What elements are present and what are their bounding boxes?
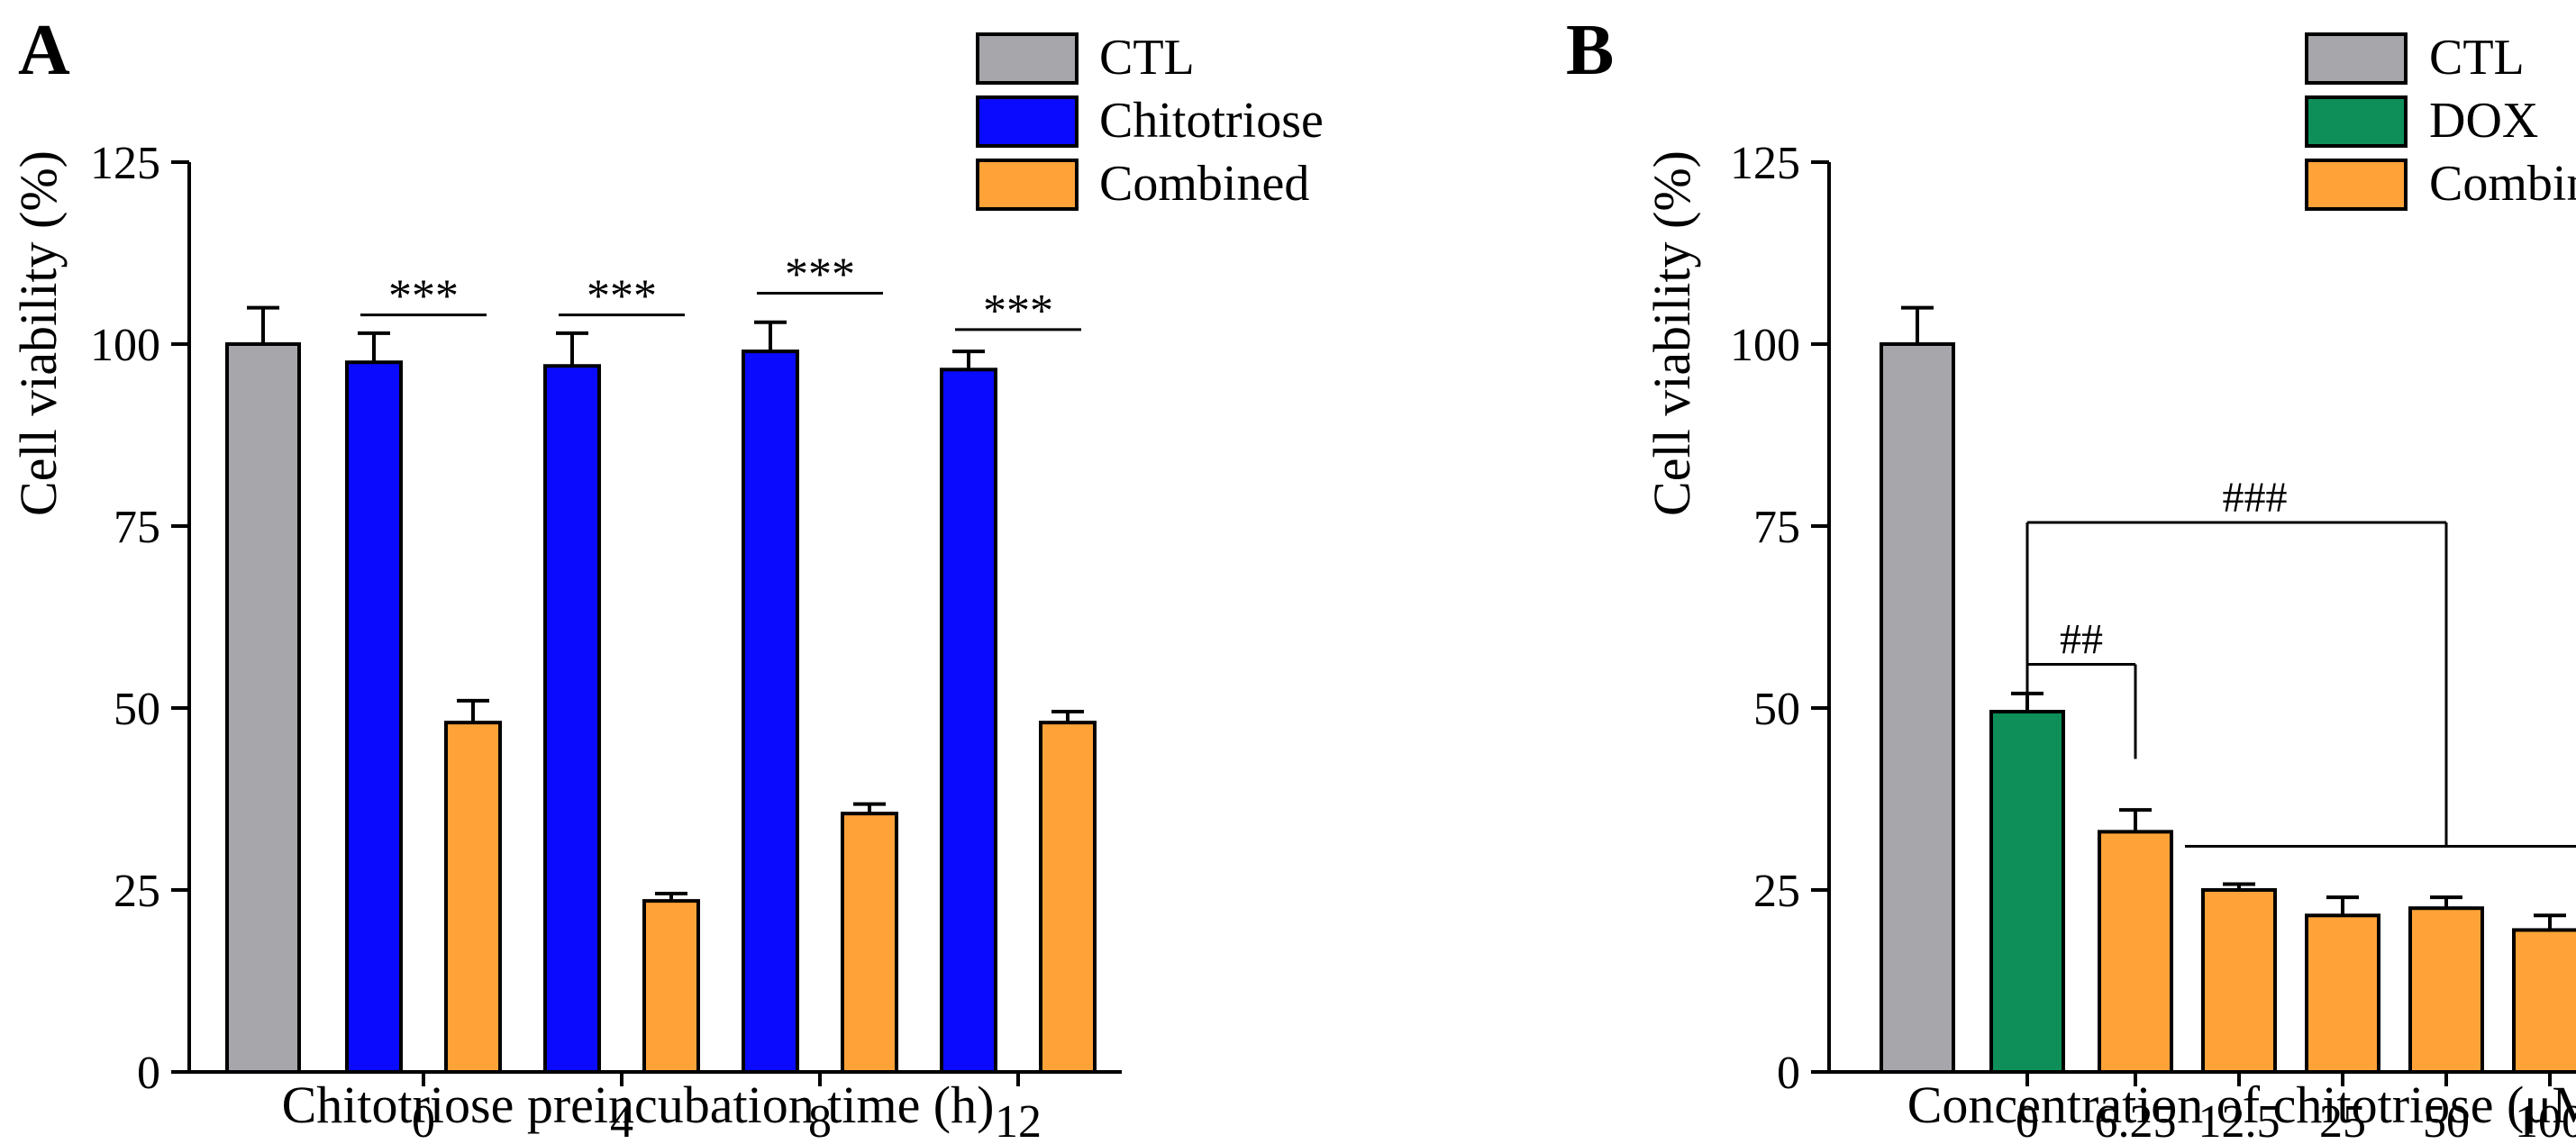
legend-label-combined: Combined xyxy=(1099,156,1309,212)
bar-chitotriose-4 xyxy=(940,368,997,1074)
legend-label-combined: Combined xyxy=(2429,156,2576,212)
x-tick-label: 100 xyxy=(2515,1096,2576,1144)
legend-swatch-dox xyxy=(2305,95,2408,148)
bar-ctl-0 xyxy=(1880,342,1955,1074)
y-tick-label: 75 xyxy=(1753,502,1800,553)
legend-swatch-combined xyxy=(2305,159,2408,211)
panel-b-letter: B xyxy=(1566,11,1614,90)
bar-combined-4 xyxy=(2305,913,2380,1075)
bar-combined-3 xyxy=(841,812,898,1074)
x-tick-label: 50 xyxy=(2423,1096,2470,1144)
significance-label: *** xyxy=(587,271,657,322)
bar-chitotriose-1 xyxy=(345,360,403,1074)
y-tick-label: 75 xyxy=(114,502,160,553)
legend-swatch-combined xyxy=(976,159,1079,211)
bar-chitotriose-2 xyxy=(543,364,601,1074)
legend-label-ctl: CTL xyxy=(2429,30,2525,86)
panel-a-letter: A xyxy=(18,11,70,90)
bar-combined-5 xyxy=(2408,906,2484,1075)
y-tick-label: 125 xyxy=(90,138,160,189)
bar-combined-6 xyxy=(2512,928,2576,1074)
y-tick-label: 50 xyxy=(114,684,160,735)
panel-b-x-axis-label: Concentration of chitotriose (μM) xyxy=(1907,1076,2576,1134)
x-tick-label: 4 xyxy=(610,1096,633,1144)
y-tick-label: 50 xyxy=(1753,684,1800,735)
significance-label: *** xyxy=(983,286,1053,337)
y-tick-label: 25 xyxy=(114,866,160,917)
legend-swatch-ctl xyxy=(2305,32,2408,85)
bar-ctl-0 xyxy=(225,342,301,1074)
y-tick-label: 100 xyxy=(90,320,160,371)
significance-label: *** xyxy=(785,249,855,300)
x-tick-label: 6.25 xyxy=(2095,1096,2177,1144)
legend-label-ctl: CTL xyxy=(1099,30,1195,86)
significance-label: *** xyxy=(388,271,459,322)
x-tick-label: 25 xyxy=(2319,1096,2366,1144)
panel-b-chart: B Cell viability (%) Concentration of ch… xyxy=(1566,11,2576,1144)
x-tick-label: 0 xyxy=(2016,1096,2039,1144)
legend-label-chitotriose: Chitotriose xyxy=(1099,93,1324,149)
panel-a-y-axis-label: Cell viability (%) xyxy=(9,150,68,516)
y-tick-label: 0 xyxy=(137,1048,160,1099)
x-tick-label: 12.5 xyxy=(2198,1096,2280,1144)
significance-label: ## xyxy=(2060,616,2103,664)
bar-combined-3 xyxy=(2201,888,2277,1074)
legend-label-dox: DOX xyxy=(2429,93,2538,149)
legend-swatch-ctl xyxy=(976,32,1079,85)
panel-b-y-axis-label: Cell viability (%) xyxy=(1643,150,1701,516)
y-tick-label: 0 xyxy=(1777,1048,1800,1099)
panel-a-chart: A Cell viability (%) Chitotriose preincu… xyxy=(9,11,1324,1144)
x-tick-label: 0 xyxy=(412,1096,435,1144)
legend-swatch-chitotriose xyxy=(976,95,1079,148)
significance-label: ### xyxy=(2223,474,2288,522)
x-tick-label: 12 xyxy=(995,1096,1042,1144)
bar-combined-1 xyxy=(444,721,502,1074)
bar-combined-2 xyxy=(642,899,700,1074)
bar-chitotriose-3 xyxy=(742,350,799,1074)
x-tick-label: 8 xyxy=(808,1096,832,1144)
bar-combined-2 xyxy=(2098,830,2173,1074)
y-tick-label: 125 xyxy=(1730,138,1800,189)
bar-dox-1 xyxy=(1989,710,2065,1074)
y-tick-label: 100 xyxy=(1730,320,1800,371)
panel-a-x-axis-label: Chitotriose preincubation time (h) xyxy=(282,1076,995,1134)
y-tick-label: 25 xyxy=(1753,866,1800,917)
bar-combined-4 xyxy=(1039,721,1097,1074)
